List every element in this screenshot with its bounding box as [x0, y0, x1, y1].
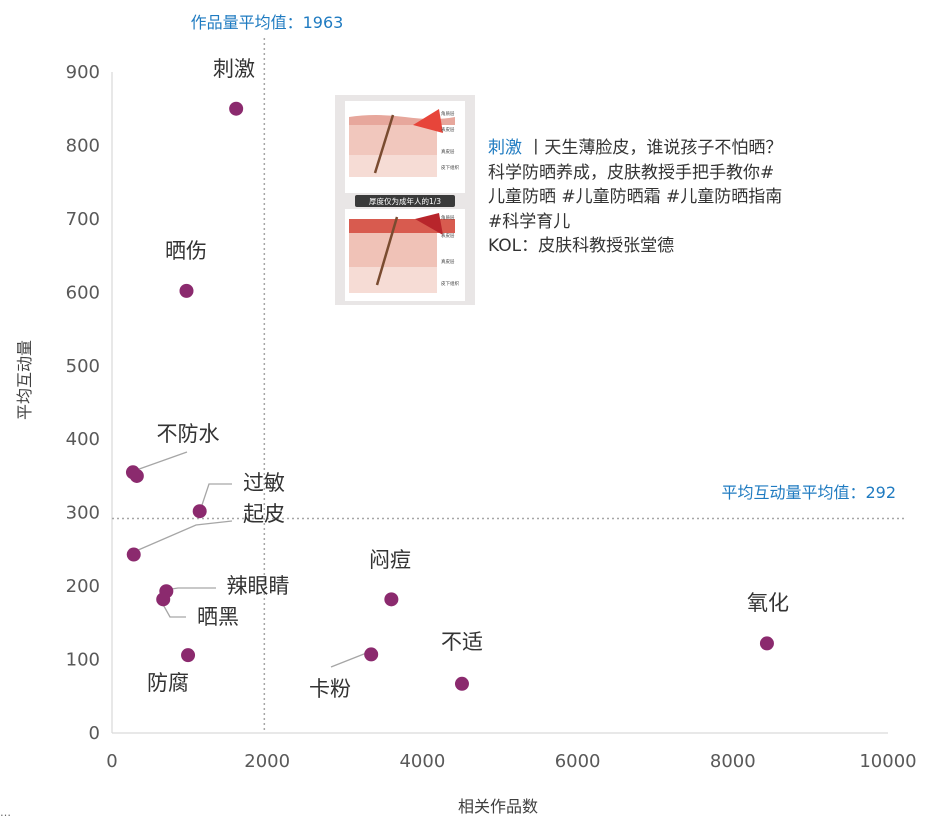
point-label: 氧化: [747, 591, 789, 615]
skin-diagram-bottom: 角质层 表皮层 真皮层 皮下组织: [345, 209, 465, 301]
caption-keyword: 刺激: [488, 138, 522, 158]
data-point: [759, 636, 774, 651]
data-point: [454, 676, 469, 691]
leader-line: [199, 483, 232, 512]
y-tick-label: 900: [66, 62, 100, 83]
diagram-label: 角质层: [441, 110, 455, 117]
caption-line: 儿童防晒 #儿童防晒霜 #儿童防晒指南: [488, 187, 783, 207]
point-label: 不防水: [157, 422, 220, 446]
leader-line: [128, 520, 233, 555]
x-tick-label: 10000: [859, 751, 916, 772]
point-label: 辣眼睛: [227, 574, 290, 598]
x-tick-label: 0: [106, 751, 117, 772]
point-label: 不适: [441, 630, 483, 654]
thickness-banner: 厚度仅为成年人的1/3: [355, 195, 455, 207]
data-points: [125, 101, 774, 691]
point-label: 闷痘: [369, 548, 411, 572]
data-point: [229, 101, 244, 116]
point-label: 晒黑: [197, 605, 239, 629]
y-tick-label: 400: [66, 429, 100, 450]
diagram-label: 真皮层: [441, 148, 455, 155]
point-label: 卡粉: [309, 677, 351, 701]
point-label: 起皮: [243, 502, 285, 526]
diagram-label: 皮下组织: [441, 280, 459, 287]
diagram-label: 皮下组织: [441, 164, 459, 171]
y-tick-label: 500: [66, 356, 100, 377]
skin-diagram-top: 角质层 表皮层 真皮层 皮下组织: [345, 101, 465, 193]
data-point: [181, 648, 196, 663]
x-average-label: 作品量平均值：1963: [191, 13, 344, 32]
data-point: [192, 504, 207, 519]
y-tick-label: 700: [66, 209, 100, 230]
data-point: [156, 592, 171, 607]
data-point: [179, 283, 194, 298]
point-label: 晒伤: [165, 239, 207, 263]
diagram-label: 角质层: [441, 214, 455, 221]
svg-text:厚度仅为成年人的1/3: 厚度仅为成年人的1/3: [369, 196, 441, 206]
diagram-label: 真皮层: [441, 258, 455, 265]
y-axis-title: 平均互动量: [15, 340, 34, 420]
x-tick-label: 6000: [555, 751, 601, 772]
y-tick-label: 0: [89, 723, 100, 744]
caption-line: 科学防晒养成，皮肤教授手把手教你#: [488, 162, 775, 183]
reference-lines: [112, 38, 905, 733]
y-tick-label: 100: [66, 650, 100, 671]
diagram-label: 表皮层: [441, 126, 455, 133]
data-point: [384, 592, 399, 607]
x-tick-label: 2000: [244, 751, 290, 772]
caption-title-rest: 丨天生薄脸皮，谁说孩子不怕晒？: [522, 138, 783, 158]
caption-author: KOL：皮肤科教授张堂德: [488, 236, 675, 256]
post-thumbnail: 角质层 表皮层 真皮层 皮下组织 厚度仅为成年人的1/3 角质层 表皮层 真皮层…: [335, 95, 475, 305]
axes: 0 2000 4000 6000 8000 10000 0 100 200 300 400 500 60…: [66, 62, 917, 772]
data-point: [125, 465, 140, 480]
x-tick-label: 4000: [399, 751, 445, 772]
point-label: 过敏: [243, 471, 285, 495]
data-point: [364, 647, 379, 662]
corner-note: …: [0, 806, 11, 819]
y-tick-label: 200: [66, 576, 100, 597]
point-label: 刺激: [213, 57, 255, 81]
data-point: [126, 547, 141, 562]
x-axis-title: 相关作品数: [458, 797, 538, 816]
y-tick-label: 300: [66, 503, 100, 524]
caption-line: #科学育儿: [488, 211, 571, 232]
y-tick-label: 600: [66, 282, 100, 303]
point-label: 防腐: [147, 671, 189, 695]
caption-title: 刺激 丨天生薄脸皮，谁说孩子不怕晒？: [488, 136, 868, 161]
leader-line: [330, 651, 370, 668]
x-tick-label: 8000: [710, 751, 756, 772]
post-caption: 刺激 丨天生薄脸皮，谁说孩子不怕晒？ 科学防晒养成，皮肤教授手把手教你# 儿童防…: [488, 136, 868, 259]
y-tick-label: 800: [66, 135, 100, 156]
diagram-label: 表皮层: [441, 232, 455, 239]
y-average-label: 平均互动量平均值：292: [721, 483, 896, 502]
